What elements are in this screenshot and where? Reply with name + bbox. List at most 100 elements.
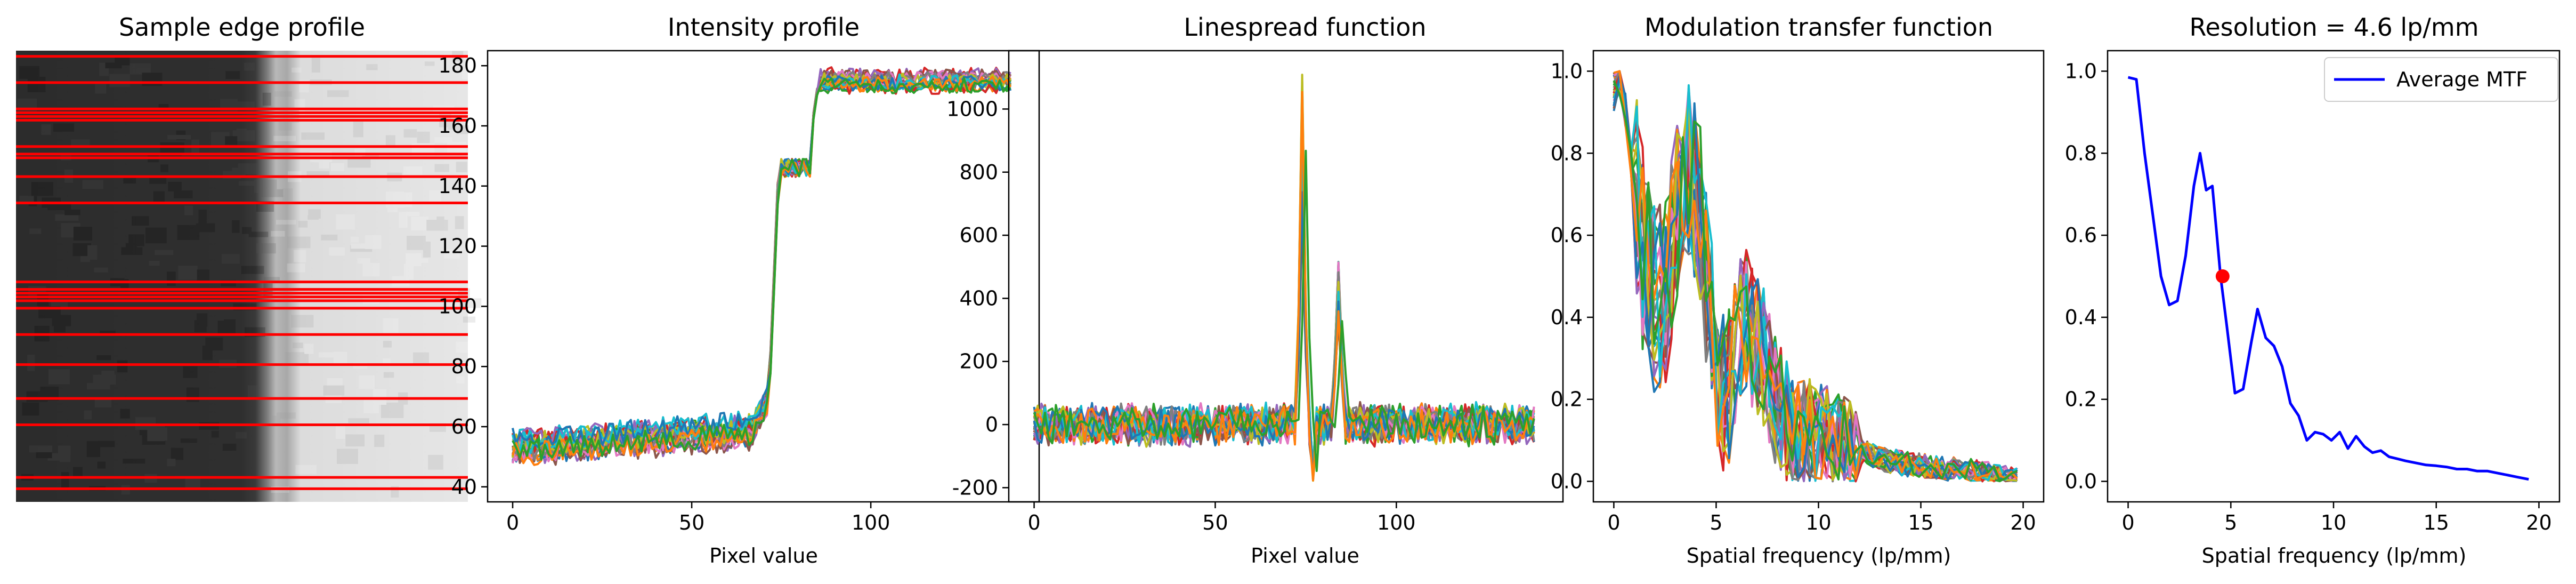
intensity-xlabel: Pixel value <box>709 544 818 567</box>
plot-frame <box>2107 50 2561 503</box>
texture-speck <box>399 212 408 228</box>
texture-speck <box>337 449 358 464</box>
x-tick-label: 10 <box>1805 511 1831 534</box>
texture-speck <box>256 243 276 254</box>
texture-speck <box>27 76 46 92</box>
texture-speck <box>185 476 200 487</box>
x-tick-label: 0 <box>1607 511 1620 534</box>
x-tick-label: 5 <box>2224 511 2237 534</box>
texture-speck <box>47 453 65 461</box>
x-tick-label: 0 <box>1027 511 1040 534</box>
texture-speck <box>99 62 109 76</box>
texture-speck <box>196 223 215 233</box>
mtf-xlabel: Spatial frequency (lp/mm) <box>1687 544 1951 567</box>
lsf-series-line <box>1033 91 1535 482</box>
y-tick-label: 200 <box>959 350 998 373</box>
y-tick-label: 1.0 <box>1551 59 1583 83</box>
texture-speck <box>304 343 314 354</box>
y-tick-label: 0.0 <box>2065 470 2097 493</box>
texture-speck <box>248 231 269 237</box>
texture-speck <box>19 66 40 79</box>
texture-speck <box>177 225 200 240</box>
texture-speck <box>271 231 285 237</box>
y-tick-label: 100 <box>438 294 477 318</box>
texture-speck <box>336 426 345 439</box>
texture-speck <box>307 215 319 220</box>
texture-speck <box>247 385 257 400</box>
texture-speck <box>41 124 51 135</box>
mtf-plot: 0 5 10 15 20 0.0 0.2 0.4 0.6 0.8 1.0 <box>1551 50 2045 534</box>
texture-speck <box>115 57 130 66</box>
texture-speck <box>353 122 363 138</box>
texture-speck <box>139 428 148 435</box>
texture-speck <box>323 385 345 396</box>
texture-speck <box>51 300 68 307</box>
intensity-series-line <box>512 71 1012 454</box>
y-tick-label: 120 <box>438 235 477 258</box>
x-tick-label: 100 <box>1377 511 1416 534</box>
texture-speck <box>73 227 92 241</box>
y-tick-label: 0.4 <box>1551 306 1583 329</box>
texture-speck <box>386 191 404 208</box>
texture-speck <box>238 163 257 174</box>
texture-speck <box>428 454 443 470</box>
texture-speck <box>383 358 391 365</box>
y-tick-label: 1000 <box>946 97 998 121</box>
y-tick-label: 0.0 <box>1551 470 1583 493</box>
texture-speck <box>321 234 338 241</box>
lsf-series-line <box>1033 149 1535 472</box>
texture-speck <box>73 467 83 476</box>
texture-speck <box>232 167 246 177</box>
texture-speck <box>434 164 449 172</box>
texture-speck <box>97 461 106 469</box>
avg-xlabel: Spatial frequency (lp/mm) <box>2202 544 2467 567</box>
texture-speck <box>160 164 168 172</box>
x-tick-label: 50 <box>679 511 704 534</box>
texture-speck <box>383 341 392 348</box>
texture-speck <box>359 375 375 389</box>
series-layer <box>1033 74 1535 482</box>
texture-speck <box>381 402 404 418</box>
texture-speck <box>308 209 321 219</box>
texture-speck <box>194 320 207 332</box>
texture-speck <box>58 447 70 459</box>
texture-speck <box>149 261 160 266</box>
texture-speck <box>415 258 428 263</box>
y-tick-label: 0 <box>985 413 998 436</box>
texture-speck <box>261 189 283 197</box>
texture-speck <box>132 216 149 226</box>
texture-speck <box>347 158 371 168</box>
mtf-panel-title: Modulation transfer function <box>1645 13 1993 42</box>
texture-speck <box>424 61 435 66</box>
texture-speck <box>403 129 417 138</box>
texture-speck <box>262 92 271 106</box>
texture-speck <box>461 70 474 79</box>
texture-speck <box>101 371 115 385</box>
texture-speck <box>197 269 210 282</box>
texture-speck <box>444 249 460 259</box>
texture-speck <box>222 443 237 451</box>
texture-speck <box>123 459 145 464</box>
texture-speck <box>221 254 240 264</box>
texture-speck <box>236 129 247 133</box>
texture-speck <box>291 315 314 328</box>
x-tick-label: 15 <box>2424 511 2449 534</box>
x-tick-label: 20 <box>2010 511 2036 534</box>
texture-speck <box>236 432 247 439</box>
texture-speck <box>411 217 429 231</box>
texture-speck <box>147 425 165 442</box>
texture-speck <box>423 241 431 258</box>
texture-speck <box>318 352 339 358</box>
texture-speck <box>84 410 92 420</box>
linespread-function-plot: 0 50 100 -200 0 200 400 600 800 1000 <box>946 50 1564 534</box>
texture-speck <box>385 135 395 147</box>
texture-speck <box>383 318 399 333</box>
texture-speck <box>31 182 54 196</box>
texture-speck <box>71 139 90 146</box>
texture-speck <box>174 190 193 198</box>
texture-speck <box>276 220 296 225</box>
texture-speck <box>61 472 69 489</box>
plot-frame <box>487 50 1040 503</box>
texture-speck <box>456 125 469 134</box>
